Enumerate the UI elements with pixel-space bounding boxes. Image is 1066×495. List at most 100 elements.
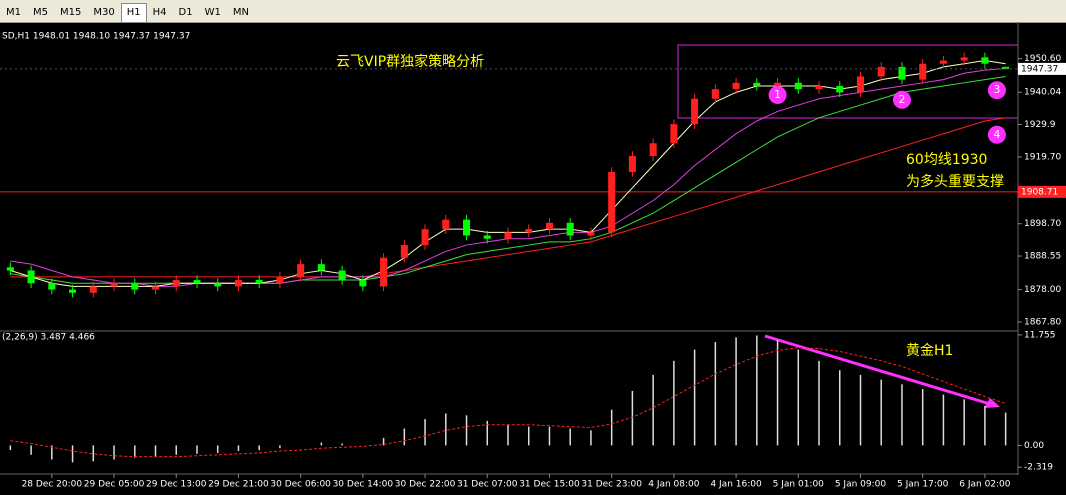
y-tick-label: 1919.70 <box>1024 152 1061 162</box>
candle-body <box>856 76 865 93</box>
timeframe-button[interactable]: M1 <box>6 7 21 18</box>
y-tick-label: -2.319 <box>1024 463 1053 473</box>
candle-body <box>69 289 77 293</box>
candle-body <box>131 283 139 290</box>
chart-header: SD,H1 1948.01 1948.10 1947.37 1947.37 <box>2 32 190 42</box>
candle-body <box>670 124 678 144</box>
x-tick-label: 29 Dec 21:00 <box>208 480 269 490</box>
marker-circle <box>987 125 1006 144</box>
marker-label: 1 <box>774 88 781 101</box>
x-tick-label: 31 Dec 23:00 <box>581 480 642 490</box>
x-tick-label: 5 Jan 01:00 <box>773 480 825 490</box>
candle-body <box>981 57 989 64</box>
timeframe-toolbar: M1 M5 M15 M30 H1 H4 D1 W1 MN <box>0 0 1066 23</box>
candle-body <box>400 245 408 258</box>
x-tick-label: 30 Dec 06:00 <box>270 480 331 490</box>
candle-body <box>960 57 968 61</box>
candle-body <box>794 82 802 90</box>
candle-body <box>276 276 284 284</box>
candle-body <box>110 283 118 287</box>
candle-body <box>89 286 97 293</box>
candle-body <box>27 270 35 284</box>
x-tick-label: 29 Dec 05:00 <box>84 480 145 490</box>
timeframe-button[interactable]: H4 <box>152 7 167 18</box>
marker-label: 4 <box>993 128 1000 141</box>
moving-average <box>10 75 1006 284</box>
x-tick-label: 6 Jan 02:00 <box>959 480 1011 490</box>
x-tick-label: 30 Dec 22:00 <box>395 480 456 490</box>
timeframe-button[interactable]: MN <box>232 7 249 18</box>
timeframe-button[interactable]: M15 <box>60 7 82 18</box>
candle-body <box>545 222 553 230</box>
y-tick-label: 1867.80 <box>1024 318 1061 328</box>
candle-body <box>317 264 325 271</box>
annotation: 黄金H1 <box>906 342 953 359</box>
candle-body <box>919 63 927 80</box>
y-tick-label: 1898.70 <box>1024 219 1061 229</box>
trend-arrow <box>764 334 991 406</box>
macd-header: (2,26,9) 3.487 4.466 <box>2 333 95 343</box>
y-tick-label: 1950.60 <box>1024 54 1061 64</box>
candle-body <box>151 286 160 290</box>
candle-body <box>421 229 429 246</box>
candle-body <box>48 283 56 290</box>
annotation: 为多头重要支撑 <box>906 173 1004 190</box>
annotation: 云飞VIP群独家策略分析 <box>336 53 484 70</box>
marker-circle <box>768 85 787 104</box>
candle-body <box>711 89 719 99</box>
x-tick-label: 28 Dec 20:00 <box>22 480 83 490</box>
x-tick-label: 29 Dec 13:00 <box>146 480 207 490</box>
y-tick-label: 11.755 <box>1024 330 1056 340</box>
timeframe-button[interactable]: D1 <box>178 7 193 18</box>
y-tick-label: 1940.04 <box>1024 88 1061 98</box>
candle-body <box>6 267 14 271</box>
candle-body <box>691 98 699 125</box>
timeframe-button[interactable]: H1 <box>120 3 147 23</box>
x-tick-label: 5 Jan 17:00 <box>897 480 949 490</box>
timeframe-button[interactable]: M5 <box>33 7 48 18</box>
candle-body <box>898 66 906 80</box>
candle-body <box>483 235 491 239</box>
x-tick-label: 4 Jan 16:00 <box>710 480 762 490</box>
candle-body <box>338 270 346 281</box>
timeframe-button[interactable]: M30 <box>93 7 115 18</box>
candle-body <box>836 85 844 93</box>
marker-circle <box>987 81 1006 100</box>
arrow-head <box>984 398 1000 408</box>
candle-body <box>172 280 180 287</box>
moving-average <box>10 67 1006 287</box>
last-price-label: 1947.37 <box>1021 64 1058 74</box>
marker-label: 3 <box>993 83 1000 96</box>
candle-body <box>504 232 512 239</box>
x-tick-label: 4 Jan 08:00 <box>648 480 700 490</box>
candle-body <box>463 219 471 236</box>
candle-body <box>732 82 740 90</box>
marker-circle <box>892 90 911 109</box>
candle-body <box>442 219 450 230</box>
candle-body <box>628 155 636 172</box>
annotation: 60均线1930 <box>906 152 987 168</box>
moving-average <box>10 117 1006 278</box>
candle-body <box>774 82 782 86</box>
candle-body <box>587 232 595 236</box>
annotation-box <box>677 44 1019 119</box>
y-tick-label: 1888.55 <box>1024 252 1061 262</box>
price-label-bg <box>1018 185 1066 198</box>
candle-body <box>255 280 263 284</box>
candle-body <box>359 280 367 287</box>
moving-average <box>10 60 1006 287</box>
candle-body <box>297 264 305 277</box>
timeframe-button[interactable]: W1 <box>204 7 221 18</box>
candle-body <box>234 280 242 287</box>
y-tick-label: 0.00 <box>1024 441 1044 451</box>
candle-body <box>1002 66 1010 69</box>
x-tick-label: 31 Dec 07:00 <box>457 480 518 490</box>
candle-body <box>753 82 761 86</box>
candle-body <box>815 85 823 90</box>
x-tick-label: 31 Dec 15:00 <box>519 480 580 490</box>
candle-body <box>525 229 533 233</box>
candle-body <box>566 222 574 236</box>
candle-body <box>939 60 947 64</box>
